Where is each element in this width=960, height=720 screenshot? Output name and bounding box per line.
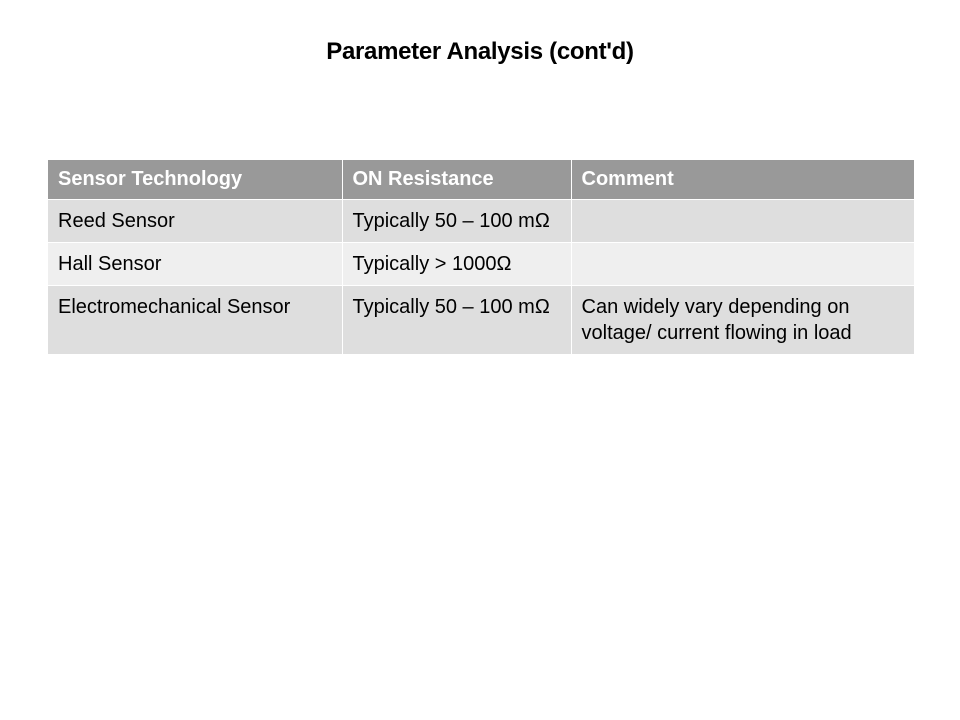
cell-on-resistance: Typically > 1000Ω [342, 243, 571, 286]
parameter-table-container: Sensor Technology ON Resistance Comment … [48, 160, 914, 354]
cell-comment: Can widely vary depending on voltage/ cu… [571, 286, 914, 355]
cell-sensor-technology: Electromechanical Sensor [48, 286, 342, 355]
table-body: Reed Sensor Typically 50 – 100 mΩ Hall S… [48, 200, 914, 355]
column-header-comment: Comment [571, 160, 914, 200]
column-header-on-resistance: ON Resistance [342, 160, 571, 200]
table-row: Electromechanical Sensor Typically 50 – … [48, 286, 914, 355]
page-title: Parameter Analysis (cont'd) [0, 0, 960, 66]
cell-sensor-technology: Reed Sensor [48, 200, 342, 243]
cell-comment [571, 243, 914, 286]
cell-on-resistance: Typically 50 – 100 mΩ [342, 200, 571, 243]
table-row: Hall Sensor Typically > 1000Ω [48, 243, 914, 286]
cell-comment [571, 200, 914, 243]
table-row: Reed Sensor Typically 50 – 100 mΩ [48, 200, 914, 243]
cell-sensor-technology: Hall Sensor [48, 243, 342, 286]
cell-on-resistance: Typically 50 – 100 mΩ [342, 286, 571, 355]
parameter-table: Sensor Technology ON Resistance Comment … [48, 160, 914, 354]
table-header-row: Sensor Technology ON Resistance Comment [48, 160, 914, 200]
column-header-sensor-technology: Sensor Technology [48, 160, 342, 200]
